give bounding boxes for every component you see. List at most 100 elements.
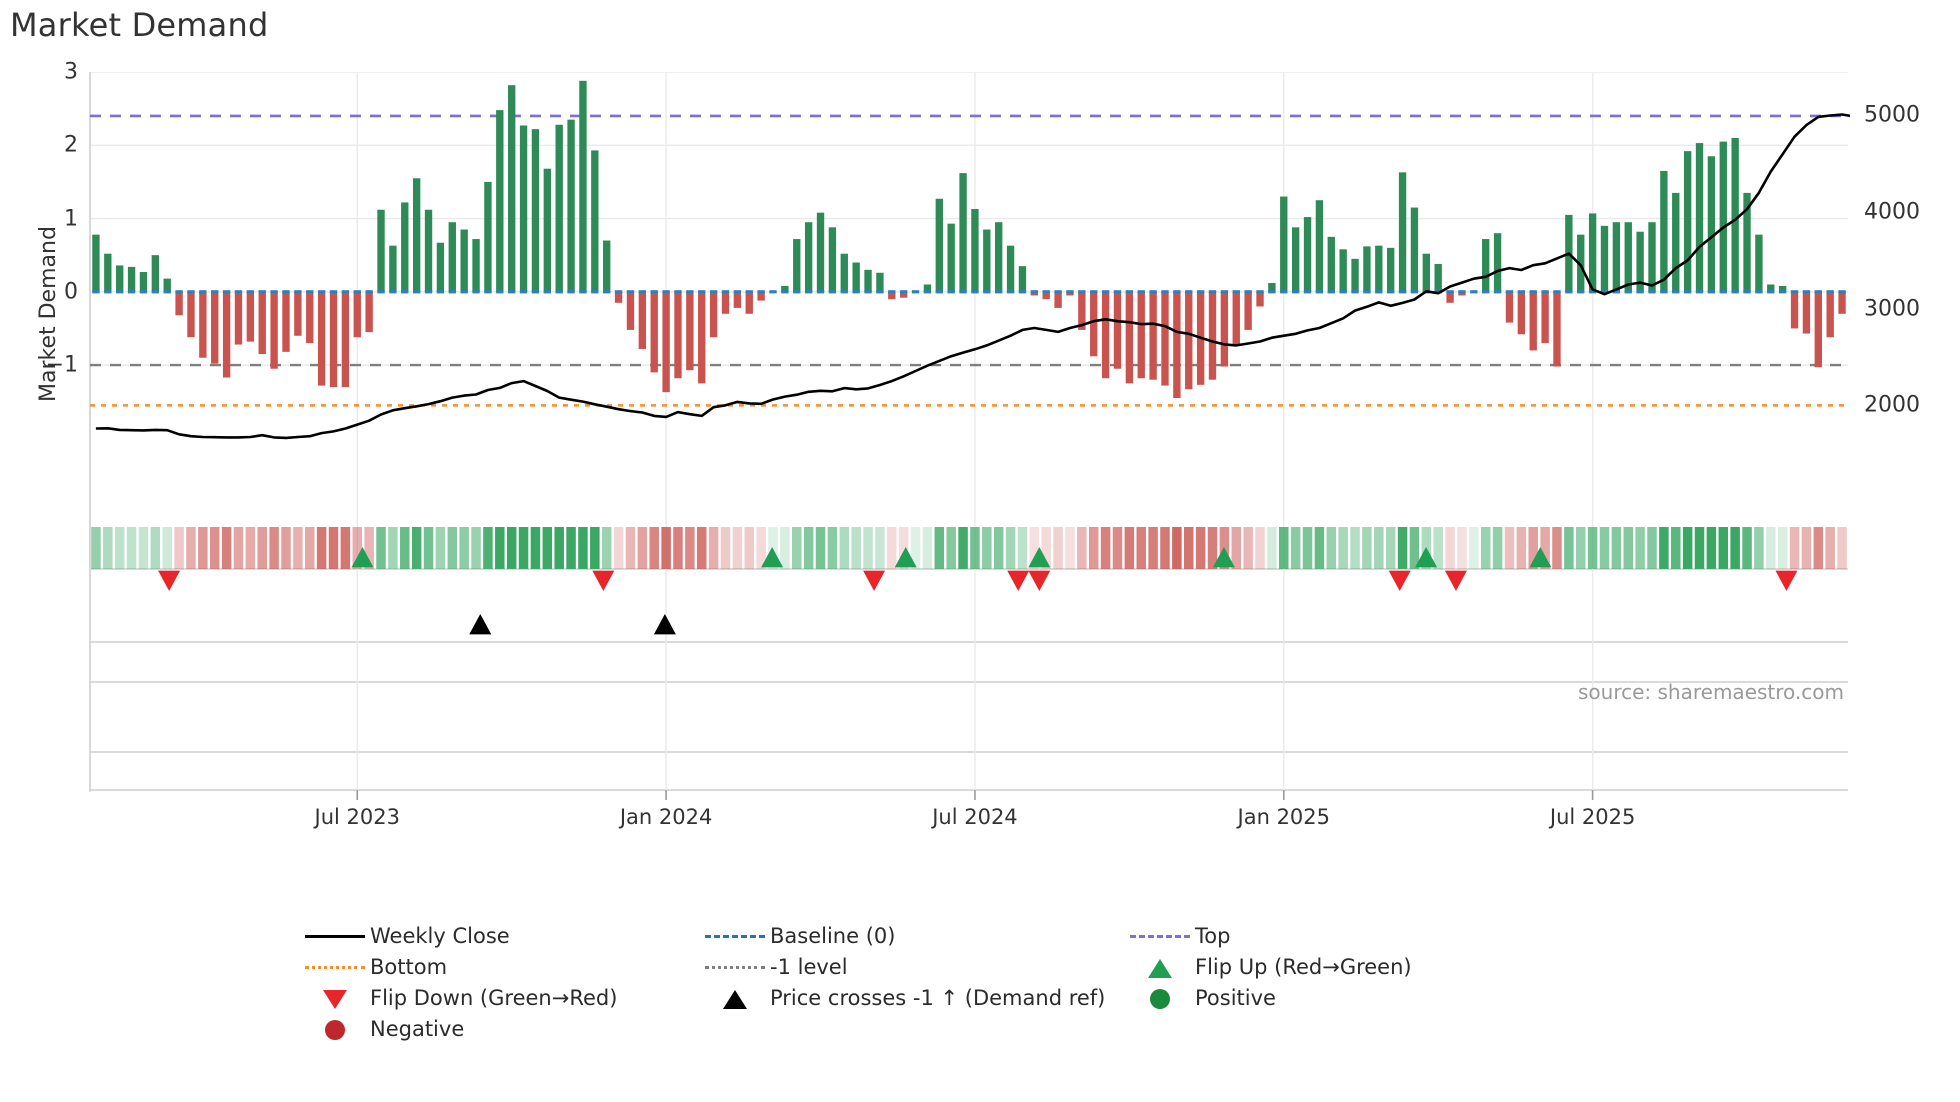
heatmap-cell	[1480, 527, 1491, 569]
demand-bar	[1375, 245, 1383, 292]
heatmap-cell	[506, 527, 517, 569]
heatmap-cell	[1671, 527, 1681, 569]
legend-item-positive[interactable]: Positive	[1125, 982, 1525, 1013]
heatmap-cell	[720, 527, 731, 569]
heatmap-cell	[1290, 527, 1301, 569]
legend-item-weekly-close[interactable]: Weekly Close	[300, 920, 700, 951]
legend-item-top[interactable]: Top	[1125, 920, 1525, 951]
demand-bar	[662, 291, 670, 393]
heatmap-cell	[1148, 527, 1158, 569]
demand-bar	[1434, 263, 1442, 292]
demand-bar	[1268, 283, 1276, 292]
flip-up-marker	[351, 547, 374, 568]
demand-bar	[1612, 222, 1621, 292]
demand-bar	[1054, 291, 1062, 308]
demand-bar	[448, 222, 456, 292]
dashed-line-icon	[1125, 925, 1195, 947]
demand-bar	[947, 223, 955, 292]
heatmap-cell	[1005, 527, 1016, 569]
price-cross-marker	[469, 614, 492, 635]
flip-down-marker	[158, 570, 181, 591]
heatmap-cell	[1611, 527, 1622, 569]
heatmap-cell	[958, 527, 968, 569]
demand-bar	[1814, 291, 1822, 368]
demand-bar	[757, 291, 765, 301]
legend-item-baseline[interactable]: Baseline (0)	[700, 920, 1125, 951]
demand-bar	[888, 291, 896, 300]
heatmap-cell	[1029, 527, 1040, 569]
demand-bar	[1363, 246, 1371, 292]
demand-bar	[1244, 291, 1252, 330]
x-tick: Jan 2025	[1237, 805, 1331, 829]
demand-bar	[412, 178, 421, 292]
y-tick-left: 1	[64, 206, 78, 232]
heatmap-cell	[1207, 527, 1218, 569]
flip-up-marker	[894, 547, 917, 568]
heatmap-cell	[1504, 527, 1515, 569]
demand-bar	[567, 119, 575, 292]
heatmap-cell	[1279, 527, 1289, 569]
demand-bar	[1066, 291, 1074, 296]
demand-bar	[1600, 225, 1609, 292]
demand-bar	[436, 242, 445, 292]
demand-bar	[1493, 233, 1502, 292]
heatmap-cell	[459, 527, 469, 569]
triangle-up-icon	[1125, 956, 1195, 978]
legend-item-minus-one-level[interactable]: -1 level	[700, 951, 1125, 982]
heatmap-cell	[1445, 527, 1455, 569]
demand-bar	[1755, 234, 1763, 292]
heatmap-cell	[815, 527, 826, 569]
heatmap-cell	[1706, 527, 1717, 569]
chart-plot-area	[88, 72, 1850, 814]
heatmap-cell	[1599, 527, 1610, 569]
demand-bar	[424, 209, 433, 292]
demand-bar	[496, 110, 504, 292]
x-tick: Jul 2024	[932, 805, 1018, 829]
demand-bar	[1185, 291, 1193, 390]
demand-bar	[840, 253, 848, 292]
demand-bar	[1660, 170, 1668, 292]
heatmap-cell	[1635, 527, 1645, 569]
demand-bar	[1220, 291, 1229, 367]
demand-bar	[591, 150, 599, 292]
legend-item-flip-up[interactable]: Flip Up (Red→Green)	[1125, 951, 1525, 982]
demand-bar	[1101, 291, 1110, 379]
heatmap-cell	[613, 527, 624, 569]
demand-bar	[377, 209, 385, 292]
demand-bar	[163, 278, 171, 292]
demand-bar	[1672, 192, 1680, 292]
heatmap-cell	[1338, 527, 1348, 569]
flip-down-marker	[1007, 570, 1030, 591]
demand-bar	[258, 291, 266, 355]
demand-bar	[1529, 291, 1537, 351]
heatmap-cell	[1243, 527, 1253, 569]
price-cross-marker	[653, 614, 676, 635]
demand-bar	[519, 125, 528, 292]
demand-bar	[1280, 196, 1288, 292]
flip-down-marker	[1028, 570, 1051, 591]
source-caption: source: sharemaestro.com	[1578, 680, 1844, 704]
legend-item-flip-down[interactable]: Flip Down (Green→Red)	[300, 982, 700, 1013]
heatmap-cell	[1362, 527, 1372, 569]
demand-bar	[1482, 239, 1490, 292]
demand-bar	[151, 255, 160, 292]
demand-bar	[1303, 217, 1312, 292]
y-tick-left: 3	[64, 59, 78, 85]
legend-item-bottom[interactable]: Bottom	[300, 951, 700, 982]
heatmap-cell	[1694, 527, 1705, 569]
heatmap-cell	[601, 527, 612, 569]
heatmap-cell	[1469, 527, 1479, 569]
heatmap-cell	[827, 527, 838, 569]
demand-bar	[1648, 222, 1656, 292]
demand-bar	[1505, 291, 1514, 323]
legend-item-price-crosses[interactable]: Price crosses -1 ↑ (Demand ref)	[700, 982, 1125, 1013]
demand-bar	[1719, 141, 1727, 292]
heatmap-cell	[1528, 527, 1538, 569]
demand-bar	[745, 291, 753, 314]
legend-label: Bottom	[370, 954, 448, 979]
heatmap-cell	[245, 527, 256, 569]
demand-bar	[1291, 227, 1300, 292]
demand-bar	[1577, 234, 1585, 292]
legend-item-negative[interactable]: Negative	[300, 1013, 700, 1044]
chart-svg	[89, 72, 1850, 800]
